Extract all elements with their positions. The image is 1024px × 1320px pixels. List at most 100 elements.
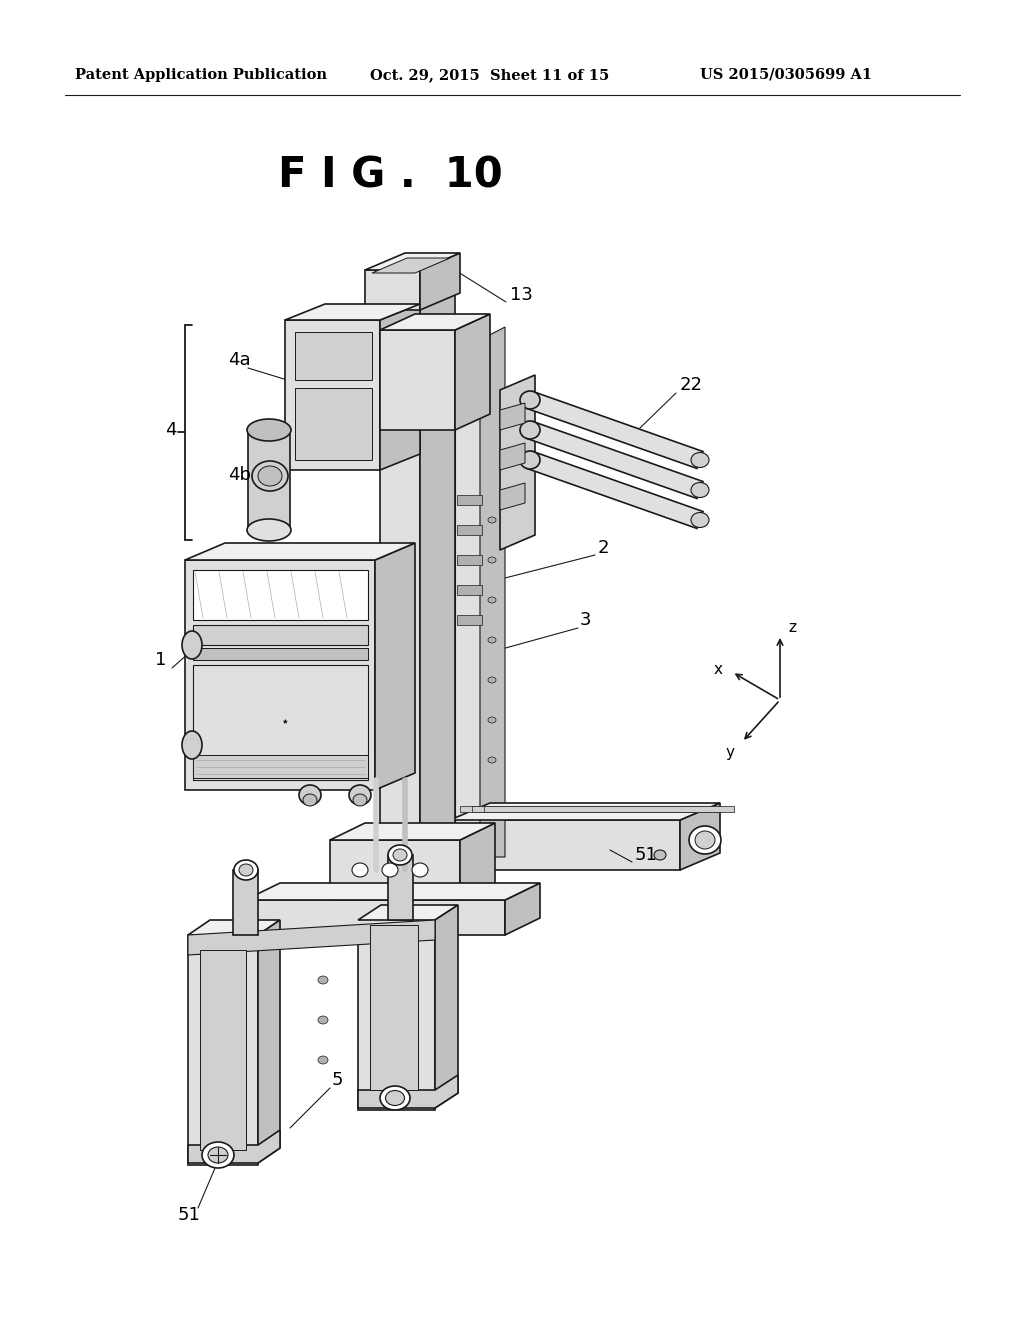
Polygon shape [472,807,722,812]
Polygon shape [457,615,482,624]
Polygon shape [258,920,280,1163]
Polygon shape [188,935,258,1166]
Polygon shape [245,883,540,900]
Ellipse shape [234,861,258,880]
Polygon shape [295,333,372,380]
Polygon shape [680,803,720,870]
Ellipse shape [303,795,317,807]
Ellipse shape [488,597,496,603]
Polygon shape [358,920,435,1110]
Polygon shape [380,314,490,330]
Polygon shape [380,268,455,285]
Text: 2: 2 [598,539,609,557]
Ellipse shape [380,1086,410,1110]
Text: 5: 5 [332,1071,343,1089]
Polygon shape [233,870,258,935]
Text: Oct. 29, 2015  Sheet 11 of 15: Oct. 29, 2015 Sheet 11 of 15 [370,69,609,82]
Ellipse shape [182,731,202,759]
Ellipse shape [691,453,709,467]
Polygon shape [420,253,460,310]
Polygon shape [358,906,458,920]
Polygon shape [500,444,525,470]
Ellipse shape [412,863,428,876]
Ellipse shape [208,1147,228,1163]
Text: x: x [714,663,723,677]
Ellipse shape [182,631,202,659]
Ellipse shape [352,863,368,876]
Ellipse shape [202,1142,234,1168]
Polygon shape [330,840,460,900]
Ellipse shape [520,421,540,440]
Polygon shape [455,341,480,870]
Polygon shape [185,543,415,560]
Ellipse shape [488,517,496,523]
Ellipse shape [488,638,496,643]
Ellipse shape [318,1016,328,1024]
Ellipse shape [393,849,407,861]
Ellipse shape [258,466,282,486]
Polygon shape [285,319,380,470]
Polygon shape [330,822,495,840]
Polygon shape [455,314,490,430]
Polygon shape [457,554,482,565]
Polygon shape [388,855,413,920]
Ellipse shape [299,785,321,805]
Ellipse shape [385,1090,404,1106]
Polygon shape [500,483,525,510]
Text: 3: 3 [580,611,592,630]
Polygon shape [372,257,450,273]
Polygon shape [457,495,482,506]
Text: Patent Application Publication: Patent Application Publication [75,69,327,82]
Ellipse shape [654,850,666,861]
Ellipse shape [353,795,367,807]
Polygon shape [380,285,420,870]
Text: F I G .  10: F I G . 10 [278,154,503,195]
Polygon shape [435,906,458,1107]
Text: US 2015/0305699 A1: US 2015/0305699 A1 [700,69,872,82]
Polygon shape [188,920,280,935]
Polygon shape [480,327,505,857]
Polygon shape [193,665,368,780]
Polygon shape [380,330,455,430]
Polygon shape [460,822,495,900]
Text: z: z [788,620,796,635]
Text: 4: 4 [165,421,176,440]
Polygon shape [500,403,525,430]
Text: 1: 1 [155,651,166,669]
Ellipse shape [318,1056,328,1064]
Ellipse shape [691,512,709,528]
Polygon shape [460,807,710,812]
Polygon shape [527,421,703,499]
Polygon shape [188,1130,280,1163]
Ellipse shape [247,519,291,541]
Polygon shape [365,271,420,310]
Text: y: y [725,744,734,759]
Text: 4b: 4b [228,466,251,484]
Polygon shape [188,920,435,954]
Polygon shape [370,925,418,1090]
Ellipse shape [520,451,540,469]
Text: 13: 13 [510,286,532,304]
Ellipse shape [520,391,540,409]
Ellipse shape [488,717,496,723]
Polygon shape [450,820,680,870]
Polygon shape [193,755,368,777]
Text: 4a: 4a [228,351,251,370]
Text: 51: 51 [178,1206,201,1224]
Ellipse shape [349,785,371,805]
Ellipse shape [488,677,496,682]
Polygon shape [375,543,415,789]
Ellipse shape [488,756,496,763]
Polygon shape [193,624,368,645]
Ellipse shape [382,863,398,876]
Polygon shape [420,268,455,870]
Polygon shape [505,883,540,935]
Polygon shape [248,430,290,531]
Ellipse shape [318,975,328,983]
Text: 22: 22 [680,376,703,393]
Polygon shape [358,1074,458,1107]
Text: 51: 51 [635,846,657,865]
Polygon shape [380,304,420,470]
Polygon shape [457,525,482,535]
Polygon shape [457,585,482,595]
